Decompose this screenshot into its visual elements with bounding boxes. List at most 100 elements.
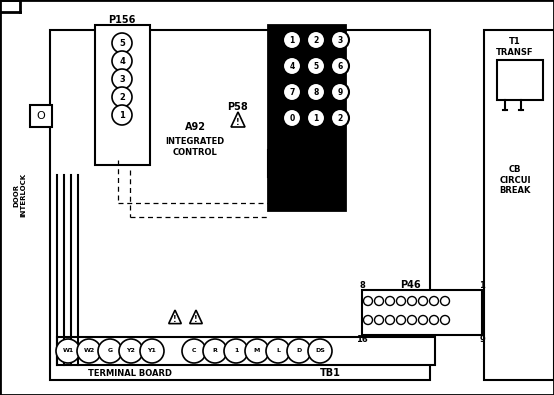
Text: !: ! [173, 314, 177, 324]
Text: 9: 9 [479, 335, 485, 344]
Text: P58: P58 [227, 102, 248, 112]
Circle shape [429, 297, 439, 305]
Bar [271, 153, 282, 175]
Text: 2: 2 [314, 36, 319, 45]
Circle shape [56, 339, 80, 363]
Bar [310, 153, 321, 175]
Circle shape [408, 316, 417, 325]
Circle shape [307, 109, 325, 127]
Text: P46: P46 [399, 280, 420, 290]
Circle shape [363, 316, 372, 325]
Text: 3: 3 [119, 75, 125, 83]
Text: 1: 1 [119, 111, 125, 120]
Bar [57, 337, 435, 365]
Text: 7: 7 [289, 88, 295, 96]
Text: 3: 3 [337, 36, 342, 45]
Text: 2: 2 [337, 113, 342, 122]
Text: 4: 4 [119, 56, 125, 66]
Text: 1: 1 [289, 36, 295, 45]
Text: D: D [296, 348, 301, 354]
Text: 6: 6 [337, 62, 342, 70]
Bar [30, 105, 52, 127]
Text: 4: 4 [289, 62, 295, 70]
Circle shape [112, 105, 132, 125]
Circle shape [363, 297, 372, 305]
Circle shape [283, 109, 301, 127]
Bar [95, 25, 150, 165]
Text: Y1: Y1 [147, 348, 156, 354]
Circle shape [112, 87, 132, 107]
Text: !: ! [194, 314, 198, 324]
Text: 2: 2 [119, 92, 125, 102]
Circle shape [429, 316, 439, 325]
Text: C: C [192, 348, 196, 354]
Text: G: G [107, 348, 112, 354]
Circle shape [440, 316, 449, 325]
Circle shape [266, 339, 290, 363]
Text: M: M [254, 348, 260, 354]
Text: W2: W2 [83, 348, 95, 354]
Circle shape [331, 109, 349, 127]
Bar [484, 30, 554, 380]
Circle shape [307, 31, 325, 49]
Circle shape [408, 297, 417, 305]
Text: DELAY: DELAY [325, 73, 331, 97]
Text: DS: DS [315, 348, 325, 354]
Circle shape [112, 69, 132, 89]
Polygon shape [231, 112, 245, 127]
Text: 3: 3 [300, 141, 305, 149]
Text: 2ND STG DELAY: 2ND STG DELAY [295, 54, 301, 116]
Circle shape [283, 31, 301, 49]
Circle shape [418, 297, 428, 305]
Bar [497, 60, 543, 100]
Circle shape [307, 83, 325, 101]
Text: Y2: Y2 [126, 348, 135, 354]
Text: 1: 1 [234, 348, 238, 354]
Bar [297, 153, 308, 175]
Text: CB
CIRCUI
BREAK: CB CIRCUI BREAK [499, 165, 531, 195]
Text: 16: 16 [356, 335, 368, 344]
Circle shape [203, 339, 227, 363]
Circle shape [440, 297, 449, 305]
Text: 5: 5 [119, 38, 125, 47]
Circle shape [112, 51, 132, 71]
Circle shape [119, 339, 143, 363]
Text: 8: 8 [314, 88, 319, 96]
Circle shape [331, 83, 349, 101]
Text: 0: 0 [289, 113, 295, 122]
Circle shape [140, 339, 164, 363]
Text: T1
TRANSF: T1 TRANSF [496, 37, 534, 57]
Text: R: R [213, 348, 217, 354]
Text: TERMINAL BOARD: TERMINAL BOARD [88, 369, 172, 378]
Text: O: O [37, 111, 45, 121]
Circle shape [245, 339, 269, 363]
Circle shape [418, 316, 428, 325]
Circle shape [331, 57, 349, 75]
Circle shape [112, 33, 132, 53]
Text: HEAT OFF: HEAT OFF [311, 66, 317, 104]
Text: !: ! [236, 117, 240, 126]
Text: TB1: TB1 [320, 368, 341, 378]
Circle shape [283, 83, 301, 101]
Bar [50, 30, 430, 380]
Circle shape [182, 339, 206, 363]
Bar [362, 290, 482, 335]
Bar [268, 25, 345, 210]
Circle shape [375, 297, 383, 305]
Text: A92: A92 [184, 122, 206, 132]
Text: 4: 4 [313, 141, 318, 149]
Circle shape [375, 316, 383, 325]
Circle shape [386, 297, 394, 305]
Circle shape [283, 57, 301, 75]
Circle shape [307, 57, 325, 75]
Polygon shape [169, 310, 181, 324]
Text: T-STAT HEAT STG: T-STAT HEAT STG [282, 51, 288, 118]
Text: 1: 1 [479, 280, 485, 290]
Circle shape [331, 31, 349, 49]
Circle shape [224, 339, 248, 363]
Bar [268, 150, 330, 177]
Circle shape [397, 297, 406, 305]
Text: 9: 9 [337, 88, 342, 96]
Text: INTEGRATED
CONTROL: INTEGRATED CONTROL [166, 137, 224, 157]
Circle shape [386, 316, 394, 325]
